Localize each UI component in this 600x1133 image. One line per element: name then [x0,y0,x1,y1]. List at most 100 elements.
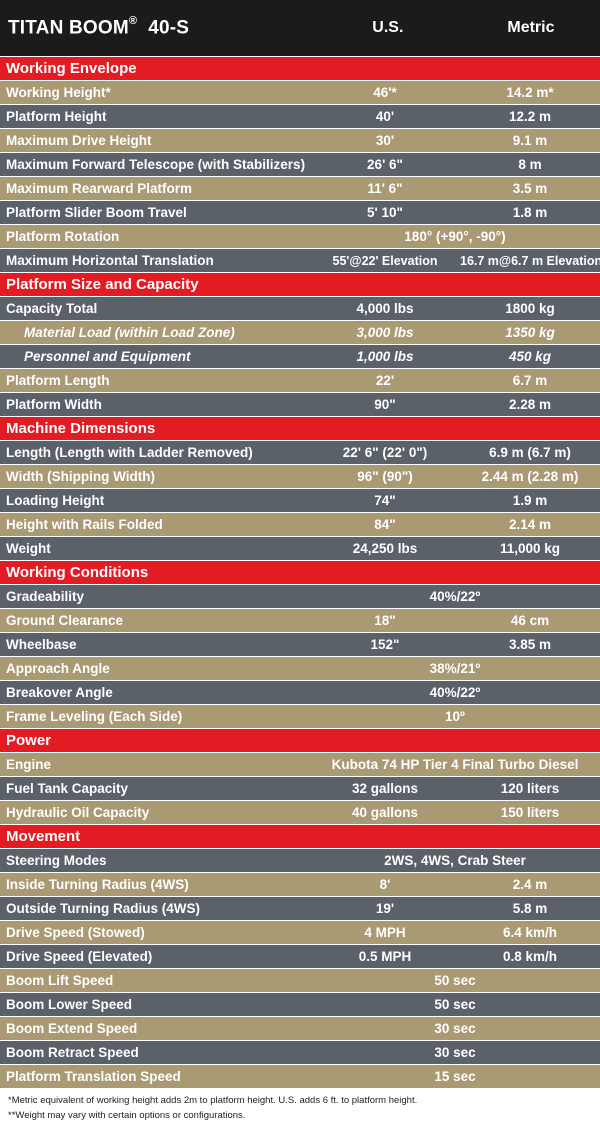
spec-value: 30 sec [434,1021,476,1036]
spec-value-metric: 1.8 m [512,205,548,220]
spec-value: 30 sec [434,1045,476,1060]
spec-row: Boom Lower Speed 50 sec [0,993,600,1017]
spec-label: Boom Lift Speed [6,973,114,988]
spec-label: Frame Leveling (Each Side) [6,709,183,724]
spec-row: Platform Height 40' 12.2 m [0,105,600,129]
spec-value-us: 11' 6" [367,181,403,196]
registered-mark: ® [128,14,138,27]
spec-row: Inside Turning Radius (4WS) 8' 2.4 m [0,873,600,897]
spec-row: Approach Angle 38%/21º [0,657,600,681]
section-title: Power [6,732,52,749]
spec-label: Fuel Tank Capacity [6,781,129,796]
spec-value: 50 sec [434,997,476,1012]
spec-label: Breakover Angle [6,685,113,700]
spec-label: Boom Lower Speed [6,997,133,1012]
spec-row: Drive Speed (Stowed) 4 MPH 6.4 km/h [0,921,600,945]
section-header: Machine Dimensions [0,417,600,441]
spec-row: Personnel and Equipment 1,000 lbs 450 kg [0,345,600,369]
spec-label: Platform Width [6,397,102,412]
spec-value: 40%/22º [429,685,481,700]
spec-label: Wheelbase [6,637,77,652]
spec-value: Kubota 74 HP Tier 4 Final Turbo Diesel [331,757,579,772]
spec-label: Material Load (within Load Zone) [24,325,235,340]
spec-label: Personnel and Equipment [24,349,191,364]
spec-value-us: 30' [375,133,395,148]
spec-value-us: 22' [375,373,395,388]
spec-value-us: 22' 6" (22' 0") [342,445,428,460]
spec-label: Loading Height [6,493,105,508]
spec-value-metric: 46 cm [510,613,550,628]
spec-row: Platform Slider Boom Travel 5' 10" 1.8 m [0,201,600,225]
spec-row: Steering Modes 2WS, 4WS, Crab Steer [0,849,600,873]
spec-row: Platform Translation Speed 15 sec [0,1065,600,1089]
spec-value-metric: 1.9 m [512,493,548,508]
spec-row: Gradeability 40%/22º [0,585,600,609]
spec-label: Working Height* [6,85,111,100]
spec-value-us: 32 gallons [351,781,419,796]
product-title: TITAN BOOM® 40-S [0,14,314,39]
spec-value-metric: 16.7 m@6.7 m Elevation [460,253,600,268]
spec-value-metric: 14.2 m* [506,85,554,100]
spec-label: Platform Height [6,109,107,124]
spec-value-us: 0.5 MPH [358,949,412,964]
spec-value-us: 40 gallons [351,805,419,820]
spec-value-us: 40' [375,109,395,124]
spec-label: Capacity Total [6,301,98,316]
spec-value-metric: 1350 kg [505,325,555,340]
section-title: Machine Dimensions [6,420,156,437]
section-header: Working Envelope [0,57,600,81]
spec-value-metric: 6.9 m (6.7 m) [489,445,571,460]
spec-value-metric: 2.4 m [512,877,548,892]
spec-value-us: 19' [375,901,395,916]
spec-label: Gradeability [6,589,85,604]
spec-value-metric: 8 m [518,157,542,172]
spec-row: Ground Clearance 18" 46 cm [0,609,600,633]
spec-value-metric: 12.2 m [508,109,552,124]
spec-value-us: 152" [370,637,400,652]
spec-value-us: 96" (90") [357,469,413,484]
spec-value: 40%/22º [429,589,481,604]
spec-value-metric: 11,000 kg [499,541,561,556]
section-header: Platform Size and Capacity [0,273,600,297]
spec-header: TITAN BOOM® 40-S U.S. Metric [0,0,600,57]
spec-label: Platform Length [6,373,110,388]
spec-value: 2WS, 4WS, Crab Steer [384,853,526,868]
spec-label: Weight [6,541,51,556]
spec-label: Engine [6,757,52,772]
spec-row: Hydraulic Oil Capacity 40 gallons 150 lite… [0,801,600,825]
spec-row: Capacity Total 4,000 lbs 1800 kg [0,297,600,321]
spec-value-us: 5' 10" [367,205,403,220]
spec-value-metric: 6.7 m [512,373,548,388]
spec-label: Drive Speed (Stowed) [6,925,145,940]
spec-row: Boom Retract Speed 30 sec [0,1041,600,1065]
spec-value-metric: 120 liters [500,781,560,796]
spec-label: Maximum Drive Height [6,133,152,148]
spec-label: Drive Speed (Elevated) [6,949,153,964]
spec-row: Working Height* 46'* 14.2 m* [0,81,600,105]
spec-row: Fuel Tank Capacity 32 gallons 120 liters [0,777,600,801]
spec-value: 38%/21º [429,661,481,676]
spec-value-us: 4,000 lbs [356,301,414,316]
spec-row: Loading Height 74" 1.9 m [0,489,600,513]
spec-value-us: 8' [379,877,391,892]
spec-value-metric: 5.8 m [512,901,548,916]
spec-value-us: 18" [374,613,396,628]
spec-row: Engine Kubota 74 HP Tier 4 Final Turbo Di… [0,753,600,777]
footnote-working-height: *Metric equivalent of working height add… [8,1095,418,1106]
spec-value: 180° (+90°, -90°) [404,229,506,244]
spec-value-metric: 450 kg [508,349,552,364]
section-header: Working Conditions [0,561,600,585]
footnote-weight: **Weight may vary with certain options o… [8,1110,246,1121]
spec-row: Maximum Horizontal Translation 55'@22' El… [0,249,600,273]
spec-value-metric: 0.8 km/h [502,949,558,964]
spec-label: Ground Clearance [6,613,124,628]
spec-row: Weight 24,250 lbs 11,000 kg [0,537,600,561]
spec-row: Wheelbase 152" 3.85 m [0,633,600,657]
spec-value-metric: 9.1 m [512,133,548,148]
spec-label: Approach Angle [6,661,110,676]
spec-row: Boom Extend Speed 30 sec [0,1017,600,1041]
spec-value-us: 90" [374,397,396,412]
section-title: Working Conditions [6,564,149,581]
spec-value: 15 sec [434,1069,476,1084]
